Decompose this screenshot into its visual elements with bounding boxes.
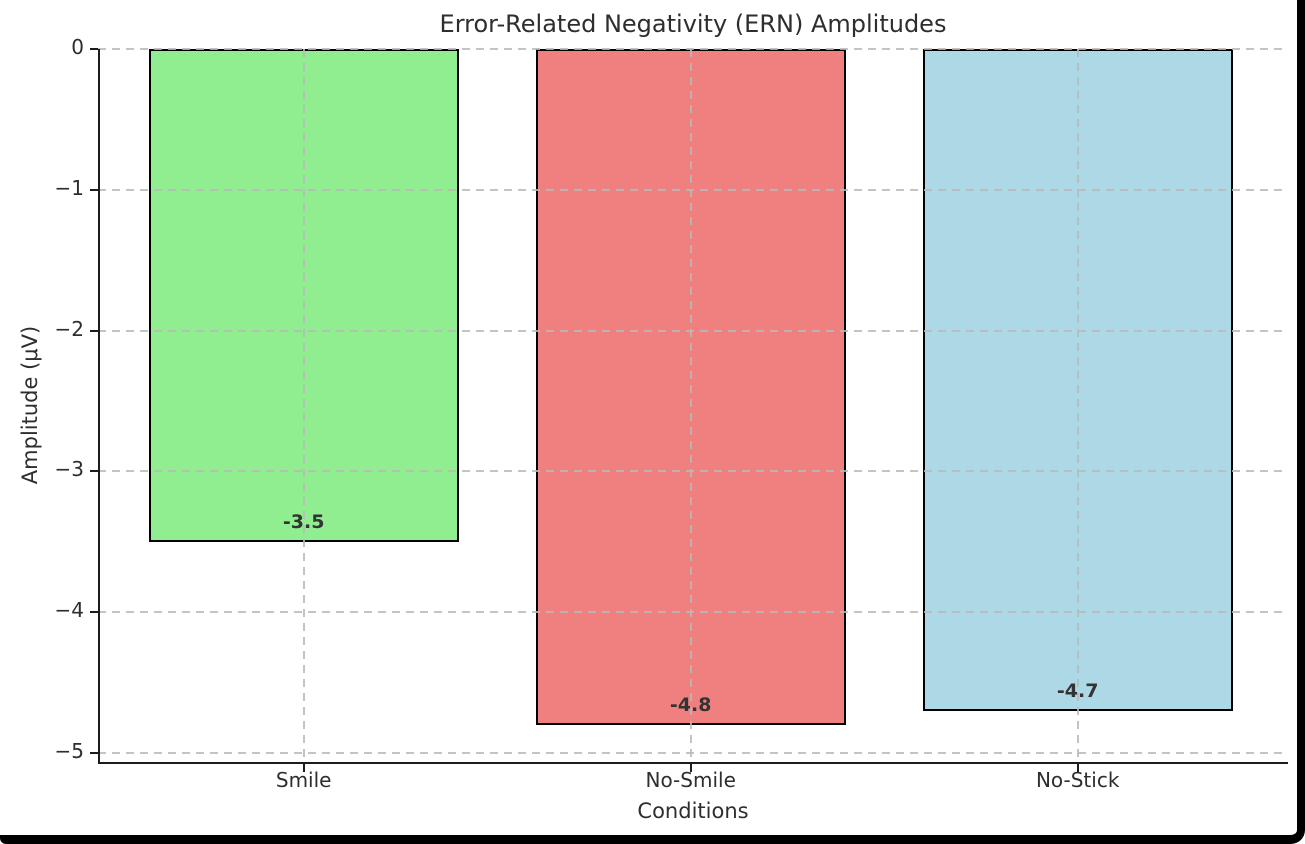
y-tick-label: −3 (54, 457, 84, 482)
y-tick-mark (90, 48, 98, 50)
bar-value-label: -3.5 (282, 510, 325, 533)
x-tick-label-no-stick: No-Stick (1035, 768, 1120, 792)
y-tick-label: −1 (54, 175, 84, 200)
y-tick-mark (90, 470, 98, 473)
y-tick-mark (90, 611, 98, 614)
x-tick-mark (689, 763, 692, 772)
gridline-horizontal (98, 611, 1288, 614)
y-tick-mark (90, 752, 98, 754)
y-tick-mark (90, 329, 98, 332)
x-tick-mark (1076, 763, 1079, 772)
y-tick-label: −5 (54, 739, 84, 763)
gridline-vertical (302, 49, 305, 762)
x-tick-mark (302, 763, 305, 772)
gridline-horizontal (98, 48, 1288, 50)
x-axis-spine (98, 762, 1288, 764)
gridline-horizontal (98, 470, 1288, 473)
y-tick-label: −2 (54, 316, 84, 341)
gridline-horizontal (98, 752, 1288, 754)
y-tick-label: −4 (54, 598, 84, 623)
x-axis-label: Conditions (637, 799, 749, 823)
y-axis-spine (98, 49, 100, 764)
x-tick-label-no-smile: No-Smile (645, 768, 736, 792)
bar-value-label: -4.8 (669, 693, 712, 716)
plot-area: -3.5 -4.8 -4.7 (98, 48, 1288, 762)
chart-title: Error-Related Negativity (ERN) Amplitude… (439, 10, 947, 38)
y-tick-mark (90, 188, 98, 191)
gridline-vertical (1076, 49, 1079, 762)
y-tick-label: 0 (71, 35, 84, 59)
gridline-horizontal (98, 188, 1288, 191)
gridline-horizontal (98, 329, 1288, 332)
bar-value-label: -4.7 (1056, 679, 1099, 702)
y-axis-label: Amplitude (μV) (18, 325, 42, 485)
x-tick-label-smile: Smile (275, 768, 332, 792)
gridline-vertical (689, 49, 692, 762)
